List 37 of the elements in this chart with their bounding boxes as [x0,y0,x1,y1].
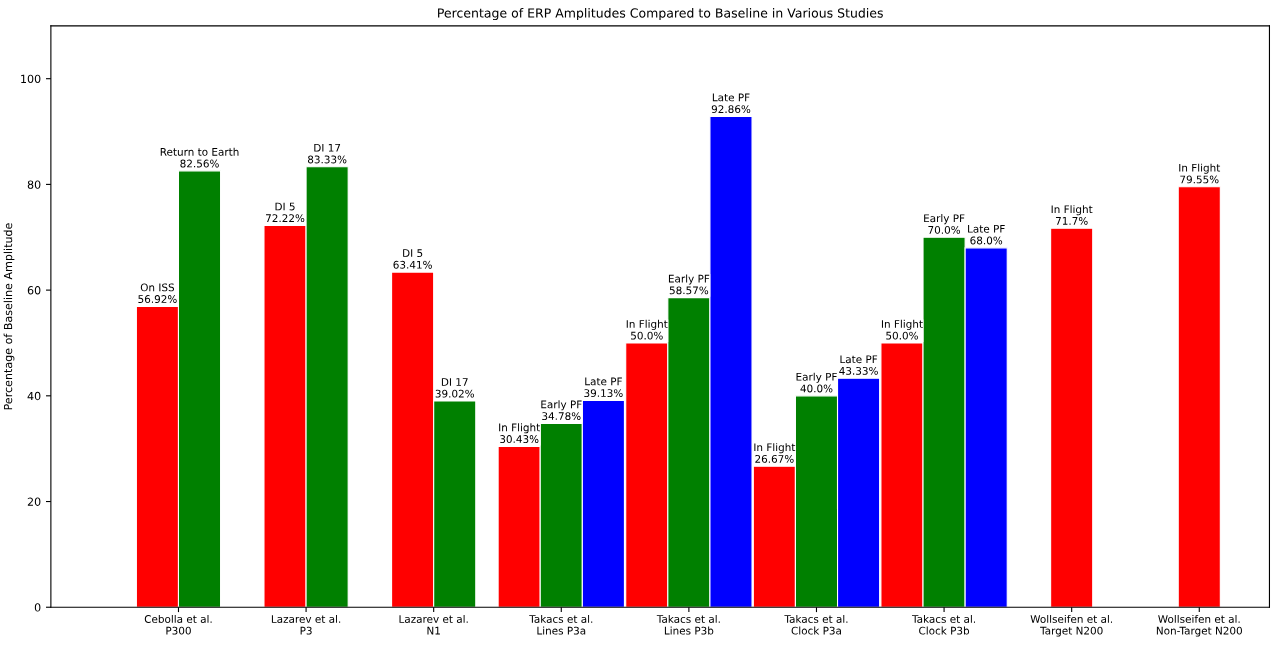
x-tick-label: Cebolla et al. P300 [144,614,212,635]
data-label: Return to Earth 82.56% [160,147,239,168]
data-label: Early PF 34.78% [541,400,582,420]
chart-title: Percentage of ERP Amplitudes Compared to Baseline in Various Studies [438,8,883,21]
data-label: On ISS 56.92% [138,283,177,303]
data-label: Late PF 39.13% [584,377,623,398]
y-tick-label: 0 [34,603,41,612]
x-tick-label: Lazarev et al. P3 [271,614,341,635]
data-label: Early PF 40.0% [796,372,837,393]
x-tick-label: Takacs et al. Lines P3a [529,614,593,635]
y-tick-label: 20 [27,497,41,506]
data-label: In Flight 30.43% [499,423,540,443]
x-tick-label: Wollseifen et al. Target N200 [1030,614,1113,637]
y-tick-label: 80 [27,180,41,189]
x-tick-label: Wollseifen et al. Non-Target N200 [1156,614,1242,637]
y-tick-label: 100 [21,74,41,84]
data-label: Late PF 68.0% [968,225,1005,245]
data-label: DI 17 83.33% [307,143,347,164]
data-label: DI 5 63.41% [393,249,432,269]
data-label: Early PF 58.57% [668,274,710,295]
data-label: In Flight 79.55% [1179,163,1221,184]
data-label: In Flight 50.0% [881,319,923,340]
data-label: DI 17 39.02% [435,378,475,398]
data-label: DI 5 72.22% [266,202,305,223]
data-label: In Flight 71.7% [1051,205,1093,225]
data-label: Late PF 92.86% [711,93,751,114]
y-tick-label: 60 [27,286,41,295]
y-tick-label: 40 [27,391,41,401]
y-axis-title: Percentage of Baseline Amplitude [3,223,15,410]
x-tick-label: Takacs et al. Clock P3b [911,614,976,635]
x-tick-label: Takacs et al. Lines P3b [656,614,720,635]
data-label: Early PF 70.0% [924,214,965,234]
x-tick-label: Takacs et al. Clock P3a [784,614,848,635]
data-label: In Flight 50.0% [626,319,668,340]
data-label: Late PF 43.33% [839,355,878,375]
x-tick-label: Lazarev et al. N1 [399,614,468,635]
data-label: In Flight 26.67% [754,443,796,463]
